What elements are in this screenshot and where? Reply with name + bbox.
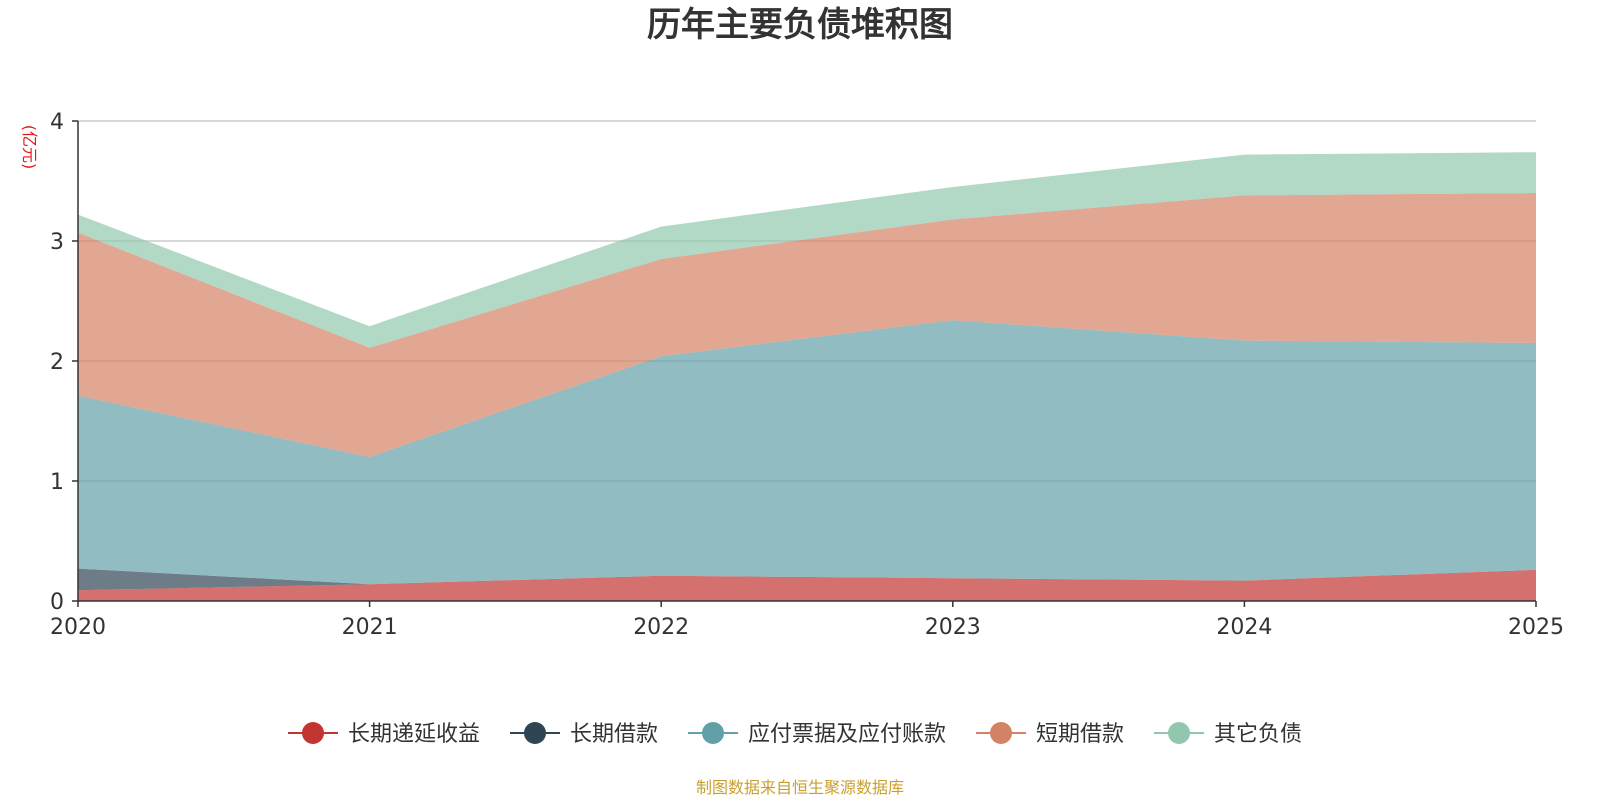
- data-source-note: 制图数据来自恒生聚源数据库: [696, 778, 904, 797]
- x-tick-label: 2022: [633, 615, 689, 640]
- x-tick-label: 2024: [1216, 615, 1272, 640]
- y-tick-label: 1: [50, 470, 64, 495]
- y-axis-unit-label: (亿元): [20, 125, 39, 170]
- area-series-2: [78, 320, 1536, 585]
- legend-item-4[interactable]: 其它负债: [1154, 722, 1302, 747]
- legend-marker: [524, 722, 546, 744]
- legend-item-0[interactable]: 长期递延收益: [288, 722, 480, 747]
- legend-label: 应付票据及应付账款: [748, 722, 946, 747]
- legend-label: 长期借款: [570, 722, 658, 747]
- y-tick-label: 2: [50, 350, 64, 375]
- axes: [72, 120, 1537, 607]
- y-tick-label: 4: [50, 110, 64, 135]
- area-series-0: [78, 569, 1536, 601]
- chart-title: 历年主要负债堆积图: [647, 5, 953, 45]
- legend-marker: [990, 722, 1012, 744]
- legend-marker: [702, 722, 724, 744]
- legend[interactable]: 长期递延收益 长期借款 应付票据及应付账款 短期借款 其它负债: [288, 722, 1302, 747]
- legend-item-1[interactable]: 长期借款: [510, 722, 658, 747]
- legend-marker: [302, 722, 324, 744]
- y-tick-label: 3: [50, 230, 64, 255]
- legend-item-3[interactable]: 短期借款: [976, 722, 1124, 747]
- legend-label: 其它负债: [1214, 722, 1302, 747]
- x-tick-labels: 2020 2021 2022 2023 2024 2025: [50, 615, 1564, 640]
- x-tick-label: 2020: [50, 615, 106, 640]
- area-series-group: [78, 152, 1536, 601]
- area-series-3: [78, 193, 1536, 457]
- x-tick-label: 2021: [342, 615, 398, 640]
- legend-item-2[interactable]: 应付票据及应付账款: [688, 722, 946, 747]
- area-series-4: [78, 152, 1536, 348]
- legend-marker: [1168, 722, 1190, 744]
- y-tick-labels: 0 1 2 3 4: [50, 110, 64, 615]
- legend-label: 长期递延收益: [348, 722, 480, 747]
- legend-label: 短期借款: [1036, 722, 1124, 747]
- x-tick-label: 2025: [1508, 615, 1564, 640]
- x-tick-label: 2023: [925, 615, 981, 640]
- y-tick-label: 0: [50, 590, 64, 615]
